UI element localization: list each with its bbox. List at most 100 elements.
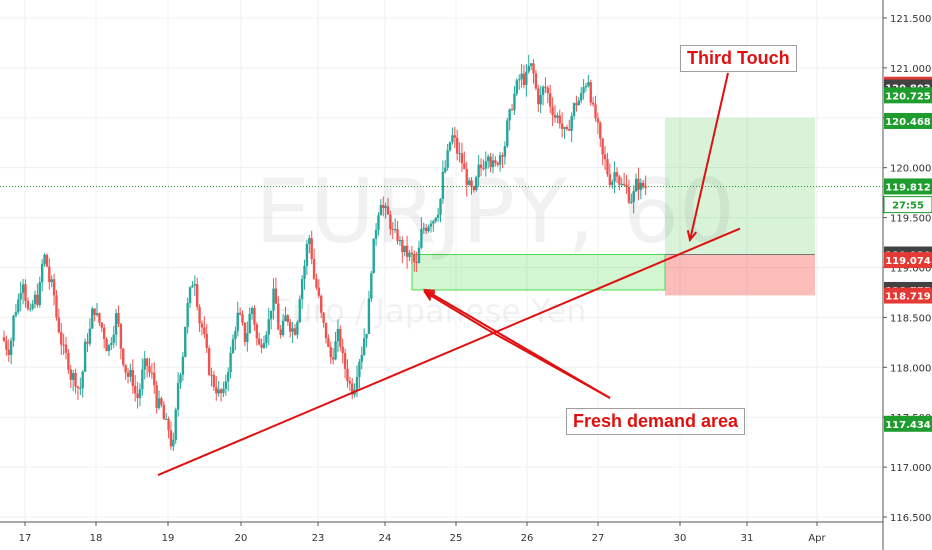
candle-body [129,369,132,377]
candle-body [420,229,423,248]
candle-body [26,300,30,309]
candle-body [222,388,225,394]
candle-body [580,93,583,101]
candle-body [377,215,380,230]
candle-body [537,88,540,105]
candle-body [346,368,349,381]
candle-body [644,186,647,188]
candle-body [95,313,99,315]
candle-body [432,221,435,224]
candle-body [508,109,511,121]
candle-body [427,226,430,231]
candle-body [486,156,490,162]
candle-body [248,313,251,334]
candle-body [100,322,103,328]
candle-body [138,389,142,398]
candle-body [417,247,421,263]
candle-body [164,418,168,420]
candle-body [458,153,461,155]
candle-body [176,382,180,410]
price-tag [884,287,932,304]
candle-body [496,162,499,165]
candle-body [207,348,211,375]
candle-body [153,372,156,386]
price-tag [884,87,932,104]
candle-body [303,265,306,280]
candle-body [258,338,261,345]
candle-body [312,258,316,279]
x-tick-label: 20 [235,533,248,544]
candle-body [413,254,416,262]
candle-body [506,120,509,147]
candle-body [160,398,163,405]
candle-body [71,373,75,380]
candle-body [57,317,61,333]
candle-body [143,358,146,370]
candle-body [436,214,440,218]
candle-body [553,114,557,118]
candle-body [284,315,287,322]
y-tick-label: 118.000 [890,363,931,374]
price-tag [884,415,932,432]
candle-body [52,279,56,296]
candle-body [110,342,113,346]
candle-body [351,383,354,395]
candle-body [634,178,638,192]
candle-body [60,332,63,345]
candle-body [556,115,559,118]
candle-body [565,127,569,130]
candle-body [391,228,394,231]
candle-body [589,82,592,103]
candle-body [527,65,530,72]
price-tag-label: 27:55 [892,201,924,212]
candle-body [293,328,297,335]
y-tick-label: 120.000 [890,164,931,175]
candle-body [62,344,65,346]
y-tick-label: 118.500 [890,313,931,324]
candle-body [405,245,409,257]
candle-body [611,181,614,185]
candle-body [362,338,366,356]
candle-body [625,185,628,187]
candle-body [639,182,643,190]
candle-body [320,295,323,313]
candle-body [231,339,235,353]
candle-body [477,164,480,178]
candle-body [410,252,414,255]
candle-body [212,374,216,388]
candle-body [599,122,602,139]
candle-body [389,214,392,229]
candle-body [341,346,344,354]
x-tick-label: 27 [592,533,605,544]
candle-body [250,308,254,314]
candle-body [484,161,488,169]
candle-body [515,80,519,94]
candle-body [439,198,442,215]
candle-body [594,104,597,119]
candle-body [315,278,318,288]
candle-body [630,201,633,203]
candle-body [336,328,340,342]
candle-body [615,172,619,177]
candle-body [145,358,149,366]
candle-body [408,252,411,257]
y-tick-label: 116.500 [890,513,931,524]
y-tick-label: 117.000 [890,463,931,474]
y-tick-label: 121.500 [890,14,931,25]
candle-body [133,385,137,394]
candle-body [14,312,18,316]
candle-body [348,380,352,384]
candle-body [572,103,576,116]
candle-body [98,313,101,323]
candle-body [81,371,84,389]
candle-body [193,284,197,286]
candle-body [227,372,230,382]
candle-body [620,183,623,185]
candle-body [596,118,600,123]
candle-body [317,287,321,296]
candle-body [606,159,609,175]
candle-body [343,353,347,369]
candle-body [198,307,201,324]
price-tag-label: 119.812 [885,182,931,193]
